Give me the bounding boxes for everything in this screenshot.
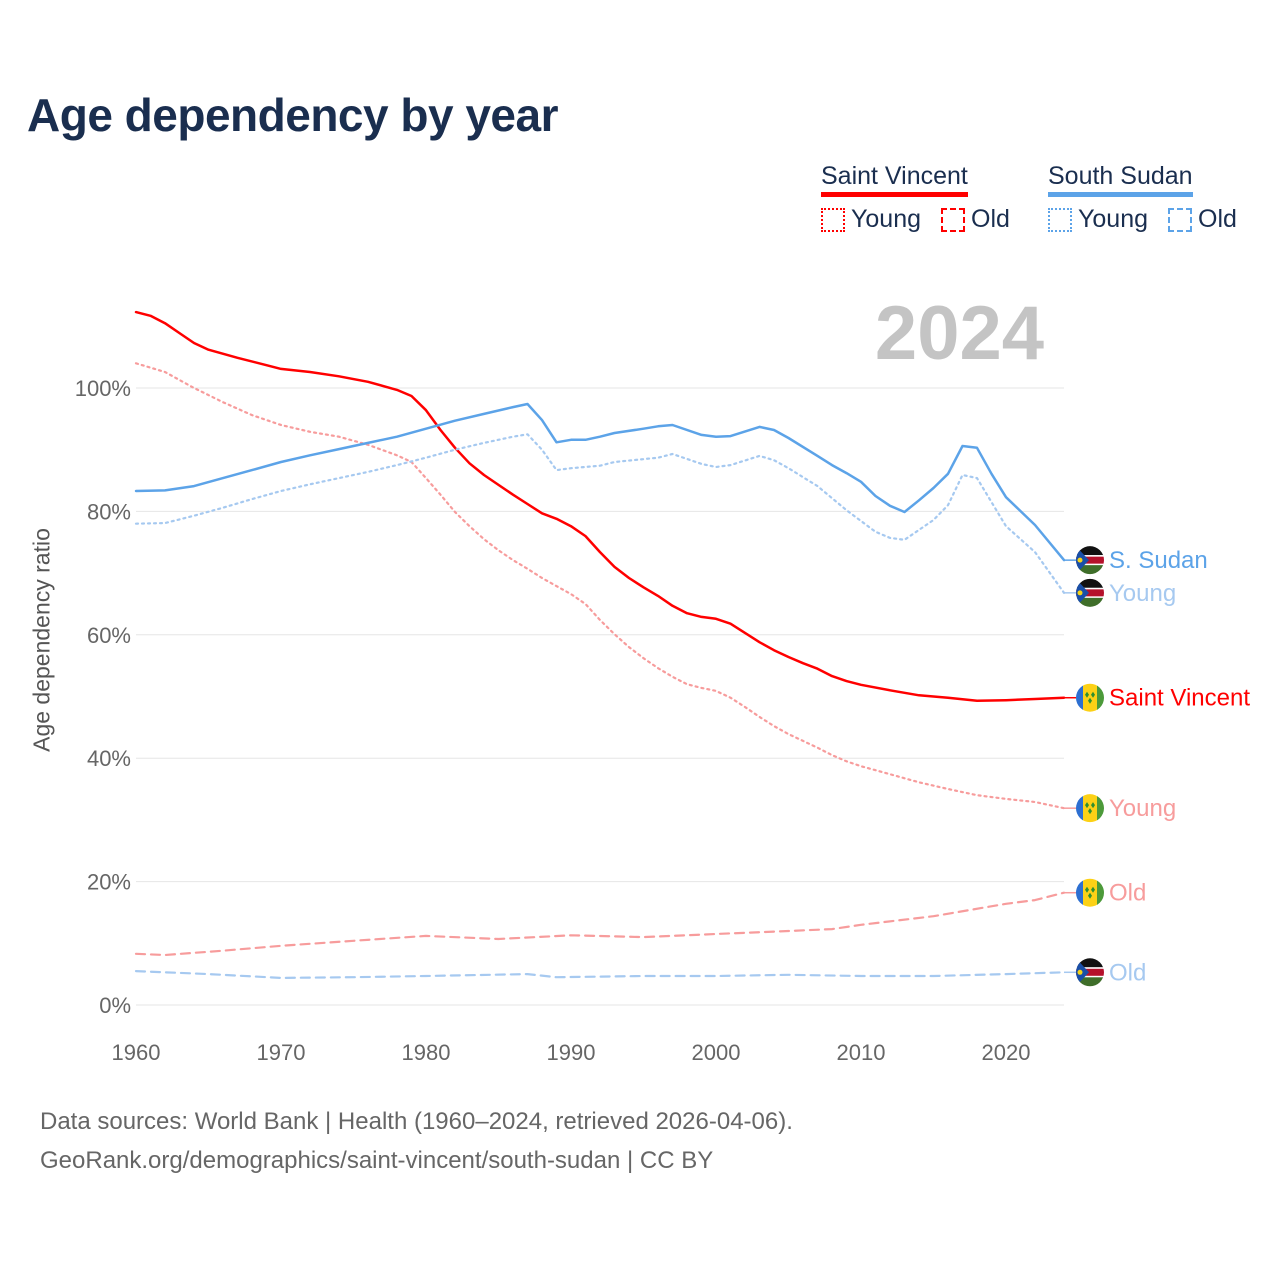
footer-link[interactable]: GeoRank.org/demographics/saint-vincent/s… <box>40 1147 714 1174</box>
saint-vincent-flag-icon <box>1076 794 1104 823</box>
y-axis-label: Age dependency ratio <box>28 528 55 752</box>
y-tick-label: 60% <box>87 623 131 648</box>
south-sudan-flag-icon <box>1076 958 1104 987</box>
series-line-south-sudan[interactable] <box>134 402 1066 562</box>
year-label: 2024 <box>874 291 1044 376</box>
y-tick-label: 0% <box>99 993 131 1018</box>
legend-south-sudan[interactable]: South Sudan Young Old <box>1048 162 1251 234</box>
chart-title: Age dependency by year <box>27 89 558 141</box>
saint-vincent-flag-icon <box>1076 683 1104 712</box>
x-tick-label: 2010 <box>837 1040 886 1065</box>
x-tick-label: 2000 <box>692 1040 741 1065</box>
end-label: Young <box>1109 580 1176 607</box>
x-tick-label: 1980 <box>402 1040 451 1065</box>
end-label: Old <box>1109 959 1146 986</box>
legend-swatch-dotted <box>1048 207 1072 232</box>
series-line-south-sudan-young[interactable] <box>134 433 1066 594</box>
x-tick-label: 1990 <box>547 1040 596 1065</box>
legend-old-label[interactable]: Old <box>971 205 1010 233</box>
end-label: S. Sudan <box>1109 547 1208 574</box>
end-label: Old <box>1109 880 1146 907</box>
footer-sources: Data sources: World Bank | Health (1960–… <box>40 1108 793 1135</box>
legend-young-label[interactable]: Young <box>1078 205 1148 233</box>
x-tick-label: 1970 <box>257 1040 306 1065</box>
legend-swatch-dashed <box>1168 207 1192 232</box>
y-tick-label: 80% <box>87 499 131 524</box>
series-line-saint-vincent-young[interactable] <box>134 362 1066 810</box>
y-tick-label: 100% <box>75 376 131 401</box>
y-tick-label: 20% <box>87 870 131 895</box>
south-sudan-flag-icon <box>1076 578 1104 607</box>
legend-saint-vincent[interactable]: Saint Vincent Young Old <box>821 162 1024 234</box>
y-tick-label: 40% <box>87 746 131 771</box>
legend-young-label[interactable]: Young <box>851 205 921 233</box>
series-line-saint-vincent-old[interactable] <box>134 891 1066 957</box>
x-tick-label: 1960 <box>112 1040 161 1065</box>
legend-country-south-sudan[interactable]: South Sudan <box>1048 162 1193 197</box>
south-sudan-flag-icon <box>1076 546 1104 575</box>
end-label: Saint Vincent <box>1109 685 1250 712</box>
legend-swatch-dashed <box>941 207 965 232</box>
end-label: Young <box>1109 795 1176 822</box>
legend-country-saint-vincent[interactable]: Saint Vincent <box>821 162 968 197</box>
series-line-saint-vincent[interactable] <box>134 310 1066 703</box>
legend-old-label[interactable]: Old <box>1198 205 1237 233</box>
saint-vincent-flag-icon <box>1076 878 1104 907</box>
legend-swatch-dotted <box>821 207 845 232</box>
x-tick-label: 2020 <box>982 1040 1031 1065</box>
series-line-south-sudan-old[interactable] <box>134 970 1066 979</box>
